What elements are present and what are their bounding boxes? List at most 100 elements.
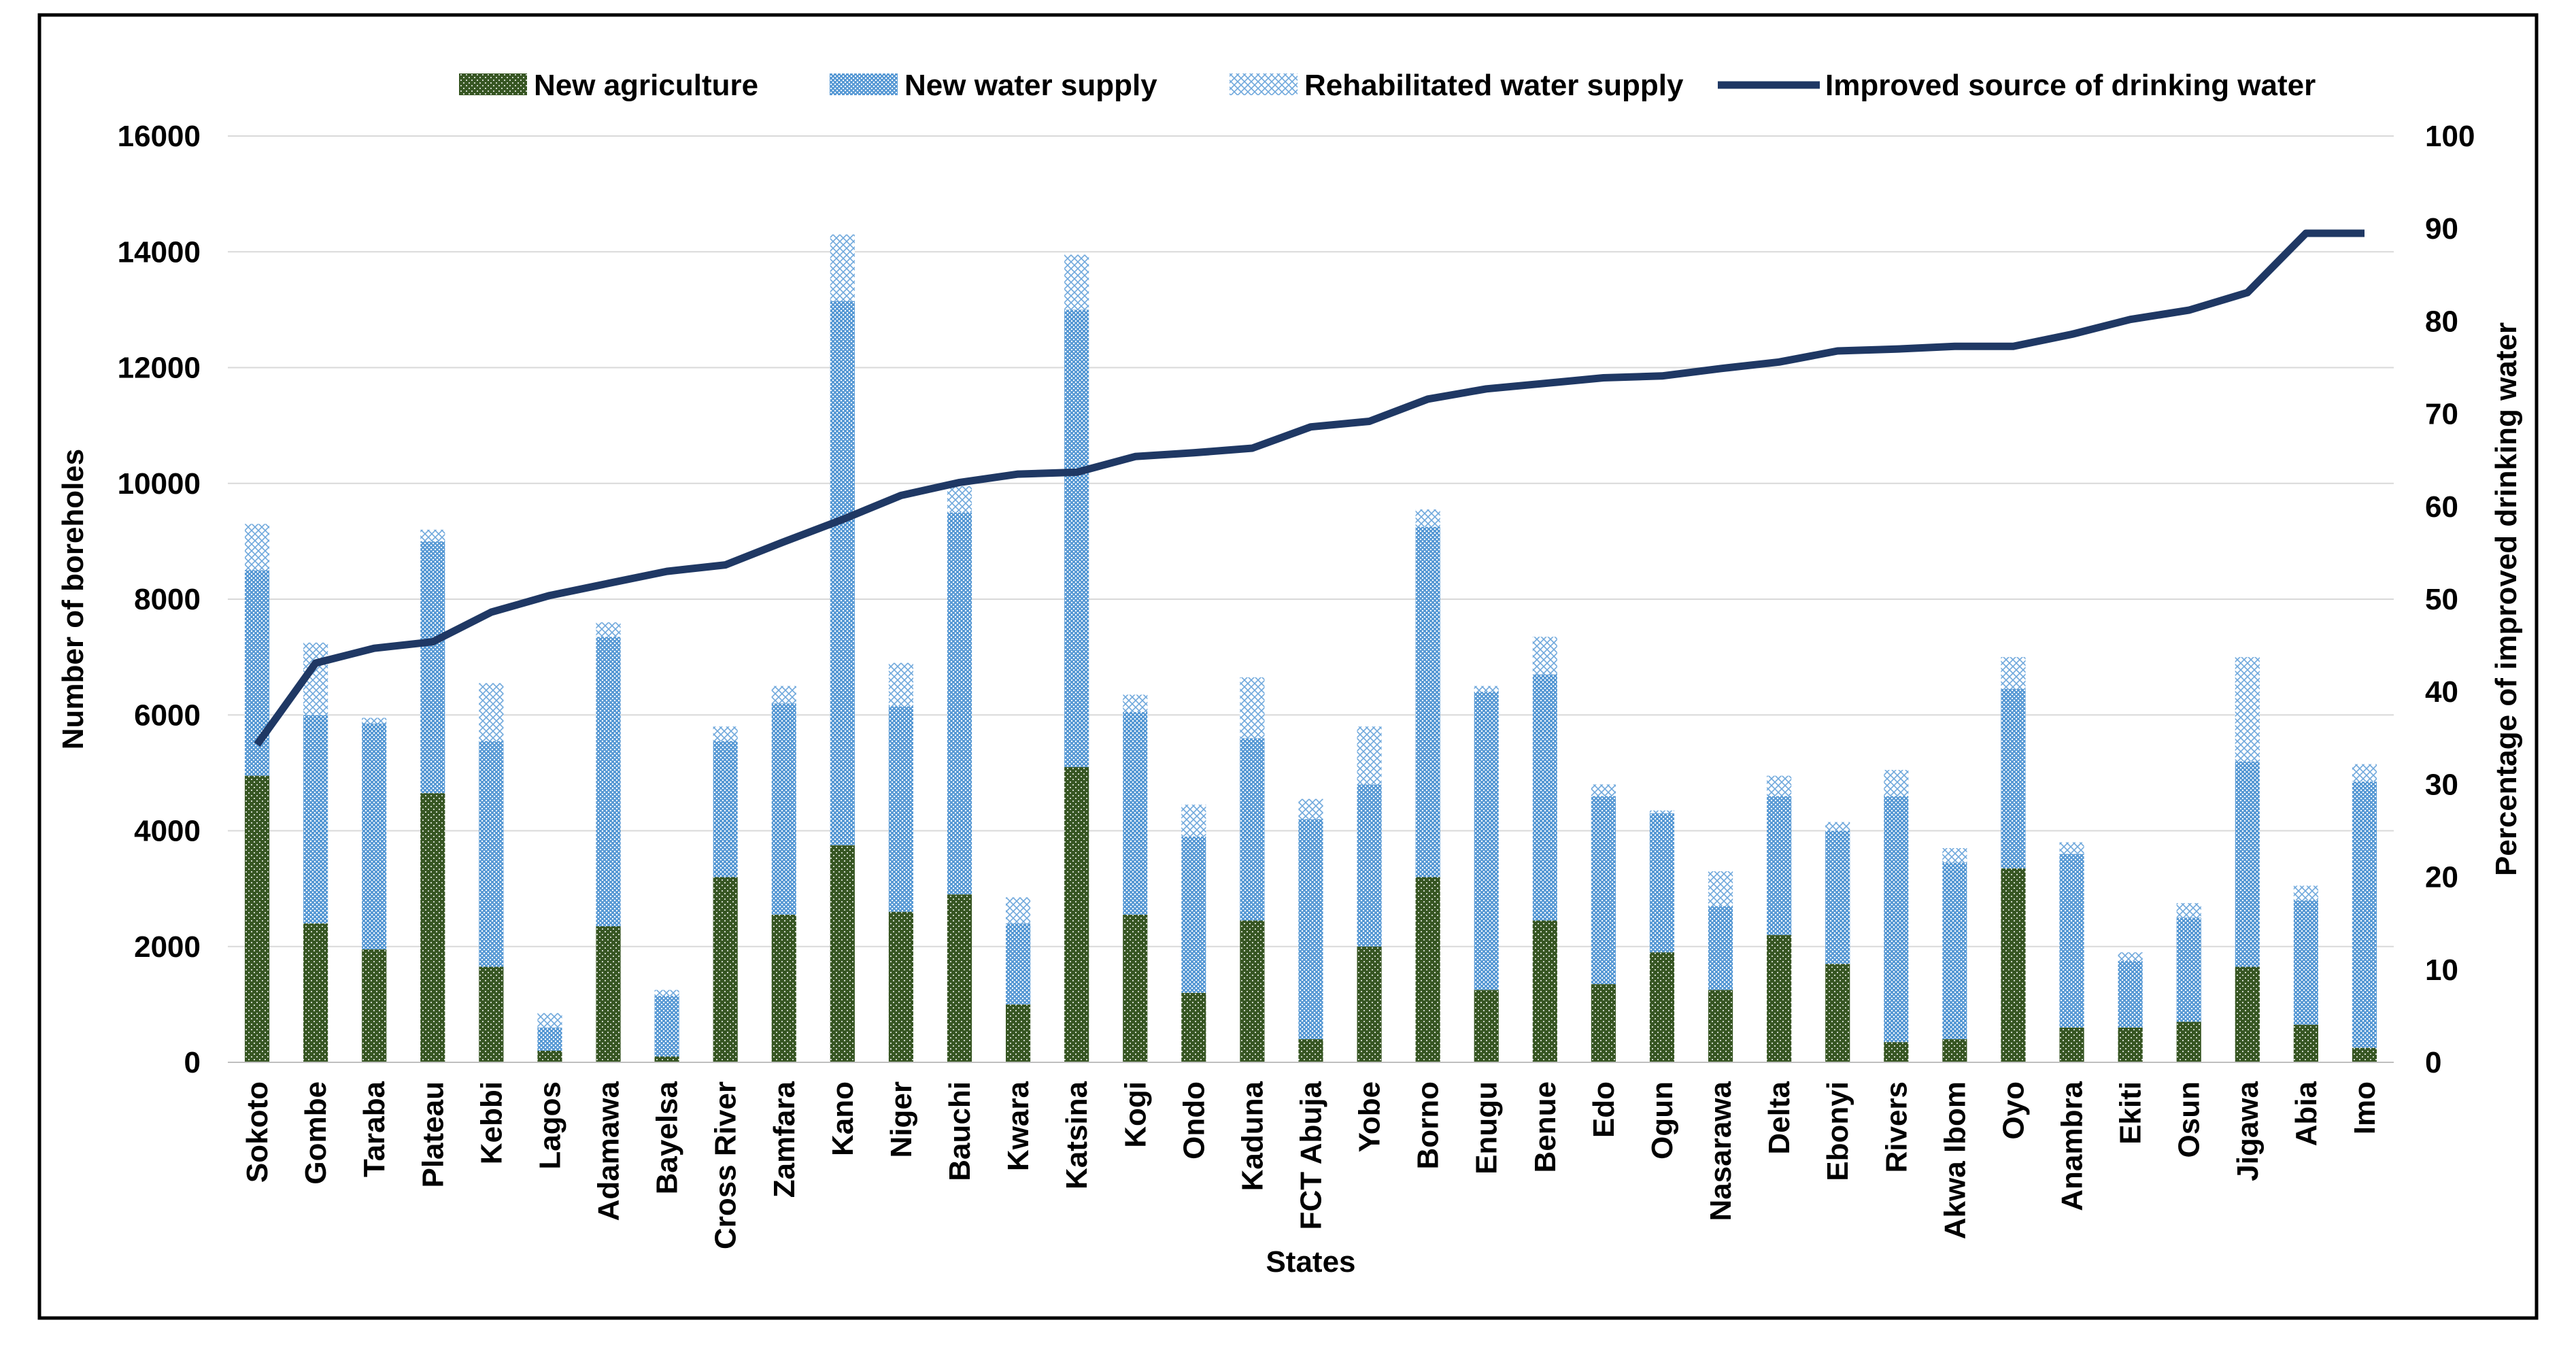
rehabilitated-water-supply-bar	[1884, 770, 1909, 796]
legend-label: Improved source of drinking water	[1825, 69, 2316, 102]
y-tick-label: 14000	[118, 235, 201, 269]
new-water-supply-bar	[713, 741, 738, 877]
y2-tick-label: 70	[2425, 398, 2458, 431]
legend-new-water-supply: New water supply	[830, 69, 1157, 102]
rehabilitated-water-supply-bar	[830, 234, 855, 301]
new-agriculture-bar	[303, 923, 328, 1062]
y-tick-label: 4000	[134, 815, 201, 848]
x-tick-label: Kwara	[1002, 1081, 1035, 1171]
y-tick-label: 10000	[118, 467, 201, 501]
improved-drinking-water-line	[254, 229, 2365, 747]
rehabilitated-water-supply-bar	[1064, 254, 1089, 310]
new-agriculture-bar	[771, 914, 796, 1062]
rehabilitated-water-supply-bar	[2059, 842, 2084, 854]
x-tick-label: Osun	[2173, 1081, 2206, 1158]
y2-tick-label: 40	[2425, 675, 2458, 709]
rehabilitated-water-supply-bar	[1532, 637, 1557, 675]
new-water-supply-bar	[1240, 738, 1265, 921]
new-agriculture-bar	[1532, 920, 1557, 1062]
x-tick-label: Cross River	[709, 1081, 743, 1249]
new-agriculture-bar	[1240, 920, 1265, 1062]
rehabilitated-water-supply-bar	[1415, 509, 1440, 527]
new-water-supply-bar	[537, 1027, 562, 1051]
y-tick-label: 12000	[118, 352, 201, 385]
new-agriculture-bar	[654, 1056, 679, 1062]
y2-tick-label: 50	[2425, 583, 2458, 616]
new-water-supply-bar	[1006, 923, 1031, 1005]
rehabilitated-water-supply-bar	[1357, 726, 1382, 785]
new-water-supply-bar	[830, 301, 855, 845]
x-tick-label: Nasarawa	[1704, 1081, 1738, 1221]
new-water-supply-bar	[2352, 781, 2377, 1048]
x-tick-label: Kano	[826, 1081, 860, 1156]
rehabilitated-water-supply-bar	[1298, 798, 1323, 820]
legend-improved-drinking-water: Improved source of drinking water	[1718, 69, 2316, 102]
new-water-supply-bar	[244, 570, 270, 776]
gridlines	[228, 135, 2394, 1063]
y2-tick-label: 20	[2425, 861, 2458, 894]
x-tick-label: Gombe	[299, 1081, 333, 1185]
x-tick-label: Ekiti	[2114, 1081, 2148, 1145]
rehabilitated-water-supply-bar	[771, 686, 796, 704]
new-water-supply-bar	[654, 996, 679, 1057]
rehabilitated-water-supply-bar	[1181, 805, 1206, 837]
new-water-supply-bar	[2059, 854, 2084, 1028]
rehabilitated-water-supply-bar	[2001, 657, 2026, 689]
new-water-supply-bar	[1181, 837, 1206, 993]
legend-swatch	[1230, 73, 1298, 95]
y-tick-label: 8000	[134, 583, 201, 616]
rehabilitated-water-supply-bar	[1825, 822, 1850, 831]
new-agriculture-bar	[479, 966, 504, 1062]
new-water-supply-bar	[2235, 761, 2260, 967]
new-water-supply-bar	[303, 715, 328, 924]
new-water-supply-bar	[1825, 830, 1850, 964]
y-tick-label: 0	[184, 1046, 201, 1079]
new-agriculture-bar	[2352, 1047, 2377, 1062]
legend-swatch	[830, 73, 898, 95]
rehabilitated-water-supply-bar	[1123, 694, 1148, 712]
new-water-supply-bar	[1532, 674, 1557, 921]
y2-tick-label: 90	[2425, 212, 2458, 246]
x-tick-label: Sokoto	[241, 1081, 274, 1183]
new-water-supply-bar	[596, 637, 621, 926]
new-agriculture-bar	[947, 894, 972, 1062]
bars	[244, 234, 2377, 1062]
new-agriculture-bar	[420, 793, 445, 1062]
x-tick-label: Borno	[1412, 1081, 1445, 1170]
new-agriculture-bar	[830, 845, 855, 1062]
new-water-supply-bar	[1474, 692, 1499, 990]
new-agriculture-bar	[2001, 868, 2026, 1062]
x-tick-label: Bauchi	[943, 1081, 977, 1181]
rehabilitated-water-supply-bar	[947, 486, 972, 513]
new-water-supply-bar	[1064, 309, 1089, 767]
new-agriculture-bar	[1884, 1042, 1909, 1062]
new-water-supply-bar	[2118, 961, 2143, 1028]
rehabilitated-water-supply-bar	[1591, 784, 1616, 796]
rehabilitated-water-supply-bar	[1649, 810, 1675, 813]
x-tick-label: Kogi	[1119, 1081, 1152, 1148]
rehabilitated-water-supply-bar	[713, 726, 738, 741]
new-agriculture-bar	[2176, 1022, 2201, 1062]
x-tick-label: Yobe	[1353, 1081, 1387, 1152]
new-agriculture-bar	[713, 877, 738, 1062]
new-agriculture-bar	[1006, 1004, 1031, 1062]
y-tick-label: 2000	[134, 930, 201, 964]
rehabilitated-water-supply-bar	[654, 990, 679, 996]
new-agriculture-bar	[1708, 990, 1733, 1062]
new-agriculture-bar	[1591, 984, 1616, 1062]
x-tick-label: Ogun	[1646, 1081, 1679, 1160]
x-tick-label: Kaduna	[1236, 1081, 1269, 1191]
new-water-supply-bar	[1298, 819, 1323, 1039]
new-agriculture-bar	[2118, 1027, 2143, 1062]
y-axis-title: Number of boreholes	[56, 449, 90, 750]
new-water-supply-bar	[947, 512, 972, 895]
new-water-supply-bar	[1767, 796, 1792, 935]
rehabilitated-water-supply-bar	[1474, 686, 1499, 692]
new-agriculture-bar	[1064, 766, 1089, 1062]
rehabilitated-water-supply-bar	[596, 622, 621, 637]
x-tick-label: Enugu	[1470, 1081, 1504, 1175]
new-agriculture-bar	[1415, 877, 1440, 1062]
rehabilitated-water-supply-bar	[1240, 677, 1265, 739]
new-water-supply-bar	[1884, 796, 1909, 1043]
